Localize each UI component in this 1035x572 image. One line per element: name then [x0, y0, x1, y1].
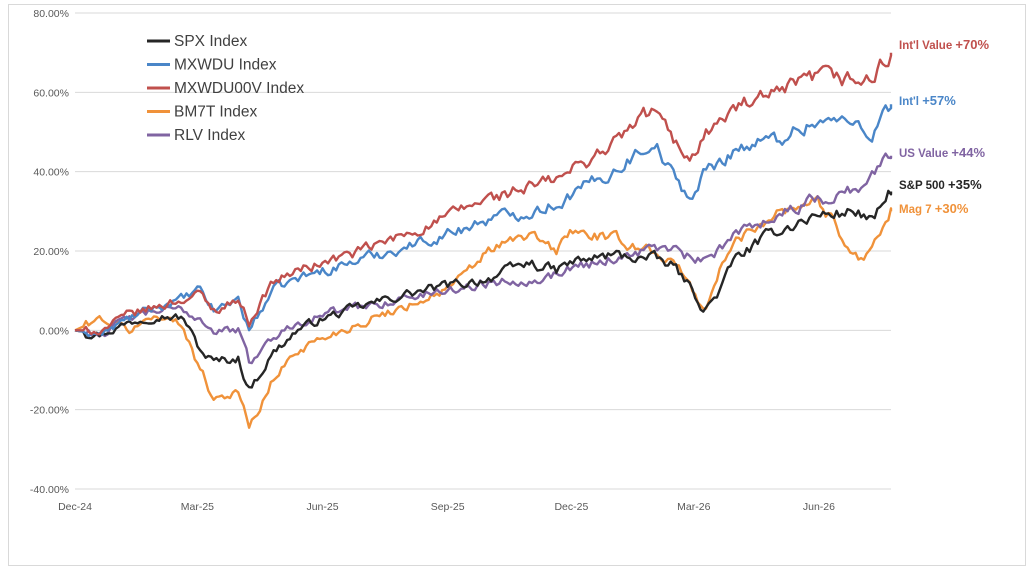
- end-label-name: Mag 7: [899, 204, 935, 216]
- series-line-rlv-index: [74, 152, 893, 365]
- y-tick-label: 20.00%: [33, 246, 69, 258]
- end-label-name: Int'l Value: [899, 40, 955, 52]
- x-tick-label: Sep-25: [431, 501, 465, 513]
- x-tick-label: Dec-25: [554, 501, 588, 513]
- legend-label-bm7t-index: BM7T Index: [174, 104, 258, 121]
- end-label-name: US Value: [899, 148, 951, 160]
- end-label-spx-index: S&P 500 +35%: [899, 177, 982, 192]
- y-tick-label: -40.00%: [30, 484, 69, 496]
- series-line-bm7t-index: [74, 195, 893, 429]
- y-tick-label: 60.00%: [33, 87, 69, 99]
- series-line-spx-index: [74, 189, 893, 389]
- end-label-mxwdu-index: Int'l +57%: [899, 93, 956, 108]
- x-tick-label: Mar-25: [181, 501, 214, 513]
- x-tick-label: Mar-26: [677, 501, 710, 513]
- end-label-pct: +44%: [951, 145, 985, 160]
- x-tick-label: Jun-26: [803, 501, 835, 513]
- legend-label-spx-index: SPX Index: [174, 33, 247, 50]
- line-chart: -40.00% -20.00% 0.00% 20.00% 40.00% 60.00% 80.…: [30, 8, 990, 513]
- end-label-bm7t-index: Mag 7 +30%: [899, 201, 969, 216]
- end-label-pct: +70%: [955, 37, 989, 52]
- legend-label-mxwdu00v-index: MXWDU00V Index: [174, 80, 304, 97]
- chart-frame: -40.00% -20.00% 0.00% 20.00% 40.00% 60.00% 80.…: [8, 4, 1026, 566]
- x-tick-label: Dec-24: [58, 501, 92, 513]
- gridlines: [75, 12, 891, 490]
- series-line-mxwdu-index: [74, 104, 893, 338]
- x-tick-labels: Dec-24 Mar-25 Jun-25 Sep-25 Dec-25 Mar-26 Jun-…: [58, 501, 835, 513]
- legend-label-mxwdu-index: MXWDU Index: [174, 57, 277, 74]
- end-label-pct: +57%: [922, 93, 956, 108]
- series-line-mxwdu00v-index: [75, 52, 893, 336]
- end-label-rlv-index: US Value +44%: [899, 145, 985, 160]
- y-axis: -40.00% -20.00% 0.00% 20.00% 40.00% 60.00% 80.…: [30, 8, 69, 496]
- end-label-mxwdu00v-index: Int'l Value +70%: [899, 37, 989, 52]
- legend-label-rlv-index: RLV Index: [174, 127, 245, 144]
- y-tick-label: 80.00%: [33, 8, 69, 20]
- legend: SPX Index MXWDU Index MXWDU00V Index BM7T I…: [147, 33, 304, 144]
- series-lines: [74, 52, 893, 429]
- x-tick-label: Jun-25: [306, 501, 338, 513]
- y-tick-label: -20.00%: [30, 405, 69, 417]
- end-label-pct: +35%: [948, 177, 982, 192]
- end-label-name: Int'l: [899, 96, 922, 108]
- y-tick-label: 0.00%: [39, 325, 69, 337]
- end-label-name: S&P 500: [899, 180, 948, 192]
- end-labels: Int'l Value +70% Int'l +57% US Value +44% S…: [899, 37, 989, 216]
- end-label-pct: +30%: [935, 201, 969, 216]
- y-tick-label: 40.00%: [33, 167, 69, 179]
